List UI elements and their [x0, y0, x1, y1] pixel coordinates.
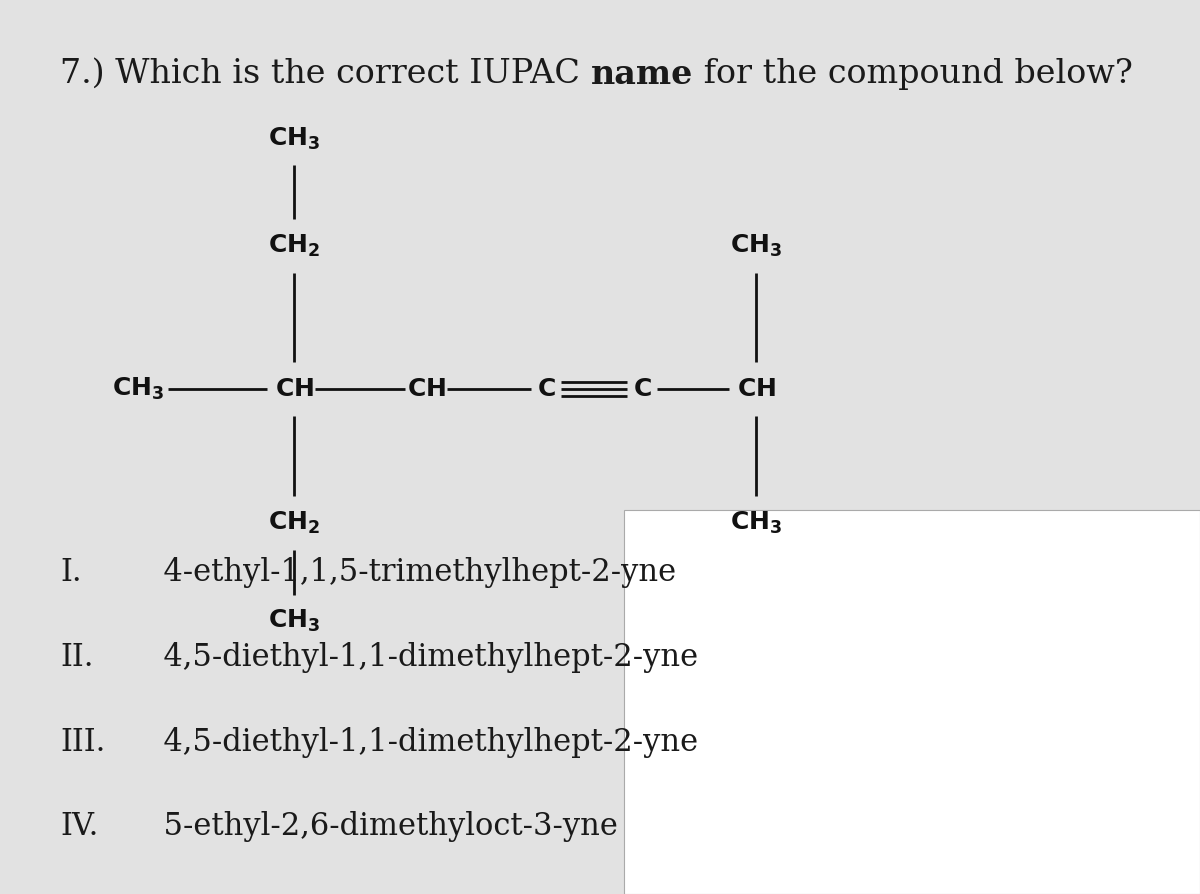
Text: $\mathbf{CH}$: $\mathbf{CH}$	[407, 377, 445, 401]
Text: III.: III.	[60, 727, 106, 757]
Text: $\mathbf{CH_3}$: $\mathbf{CH_3}$	[730, 232, 782, 259]
Text: $\mathbf{CH}$: $\mathbf{CH}$	[275, 377, 313, 401]
Text: 4,5-diethyl-1,1-dimethylhept-2-yne: 4,5-diethyl-1,1-dimethylhept-2-yne	[144, 642, 698, 672]
Text: 4,5-diethyl-1,1-dimethylhept-2-yne: 4,5-diethyl-1,1-dimethylhept-2-yne	[144, 727, 698, 757]
Text: $\mathbf{CH_3}$: $\mathbf{CH_3}$	[268, 125, 320, 152]
Text: 4-ethyl-1,1,5-trimethylhept-2-yne: 4-ethyl-1,1,5-trimethylhept-2-yne	[144, 557, 676, 587]
Text: 5-ethyl-2,6-dimethyloct-3-yne: 5-ethyl-2,6-dimethyloct-3-yne	[144, 812, 618, 842]
Text: $\mathbf{CH_2}$: $\mathbf{CH_2}$	[268, 510, 320, 536]
Text: name: name	[590, 58, 692, 91]
Text: II.: II.	[60, 642, 94, 672]
Text: I.: I.	[60, 557, 82, 587]
Bar	[624, 510, 1200, 894]
Text: $\mathbf{CH_3}$: $\mathbf{CH_3}$	[268, 608, 320, 635]
Text: $\mathbf{C}$: $\mathbf{C}$	[632, 377, 652, 401]
Text: IV.: IV.	[60, 812, 98, 842]
Text: $\mathbf{CH}$: $\mathbf{CH}$	[737, 377, 775, 401]
Text: $\mathbf{CH_3}$: $\mathbf{CH_3}$	[112, 375, 164, 402]
Text: for the compound below?: for the compound below?	[692, 58, 1133, 90]
Text: $\mathbf{C}$: $\mathbf{C}$	[536, 377, 556, 401]
Text: 7.) Which is the correct IUPAC: 7.) Which is the correct IUPAC	[60, 58, 590, 90]
Text: $\mathbf{CH_3}$: $\mathbf{CH_3}$	[730, 510, 782, 536]
Text: $\mathbf{CH_2}$: $\mathbf{CH_2}$	[268, 232, 320, 259]
